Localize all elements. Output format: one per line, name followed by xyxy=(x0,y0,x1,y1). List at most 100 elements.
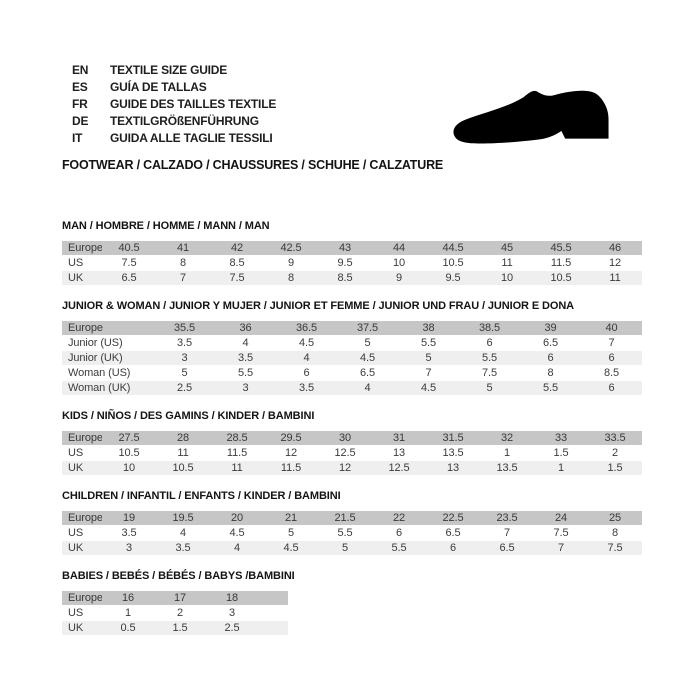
size-cell: 19 xyxy=(102,511,156,525)
size-cell: 11.5 xyxy=(264,461,318,475)
language-row-en: EN TEXTILE SIZE GUIDE xyxy=(72,61,276,78)
pad-cell xyxy=(258,591,288,605)
language-row-es: ES GUÍA DE TALLAS xyxy=(72,78,276,95)
size-cell: 1 xyxy=(534,461,588,475)
row-label: US xyxy=(62,446,102,460)
size-cell: 6.5 xyxy=(337,366,398,380)
size-cell: 22 xyxy=(372,511,426,525)
size-cell: 4.5 xyxy=(210,526,264,540)
size-header-row: Europe 35.5 36 36.5 37.5 38 38.5 39 40 xyxy=(62,321,642,335)
size-cell: 2.5 xyxy=(206,621,258,635)
shoe-icon xyxy=(453,90,609,144)
row-label: US xyxy=(62,256,102,270)
size-cell: 9 xyxy=(264,256,318,270)
size-cell: 31.5 xyxy=(426,431,480,445)
size-cell: 7 xyxy=(398,366,459,380)
size-cell: 8 xyxy=(264,271,318,285)
size-cell: 10 xyxy=(102,461,156,475)
size-cell: 4 xyxy=(337,381,398,395)
size-cell: 43 xyxy=(318,241,372,255)
size-cell: 5 xyxy=(459,381,520,395)
size-cell: 44.5 xyxy=(426,241,480,255)
language-label: GUIDA ALLE TAGLIE TESSILI xyxy=(110,130,273,145)
size-cell: 4.5 xyxy=(337,351,398,365)
size-cell: 19.5 xyxy=(156,511,210,525)
size-cell: 3 xyxy=(206,606,258,620)
pad-cell xyxy=(258,606,288,620)
size-header-row: Europe 16 17 18 xyxy=(62,591,288,605)
language-code: DE xyxy=(72,113,89,128)
size-cell: 8 xyxy=(520,366,581,380)
size-cell: 8.5 xyxy=(581,366,642,380)
size-table: Europe 19 19.5 20 21 21.5 22 22.5 23.5 24 25 US 3.5 4… xyxy=(62,510,642,556)
size-cell: 12.5 xyxy=(372,461,426,475)
size-cell: 13.5 xyxy=(426,446,480,460)
size-cell: 31 xyxy=(372,431,426,445)
size-cell: 5.5 xyxy=(398,336,459,350)
size-cell: 45 xyxy=(480,241,534,255)
size-table-section: JUNIOR & WOMAN / JUNIOR Y MUJER / JUNIOR… xyxy=(62,301,642,396)
size-cell: 8.5 xyxy=(318,271,372,285)
size-row: UK 3 3.5 4 4.5 5 5.5 6 6.5 7 7.5 xyxy=(62,541,642,555)
size-cell: 11 xyxy=(480,256,534,270)
size-cell: 13 xyxy=(372,446,426,460)
size-cell: 33.5 xyxy=(588,431,642,445)
language-code: IT xyxy=(72,130,83,145)
size-row: UK 6.5 7 7.5 8 8.5 9 9.5 10 10.5 11 xyxy=(62,271,642,285)
size-cell: 3.5 xyxy=(154,336,215,350)
size-table: Europe 27.5 28 28.5 29.5 30 31 31.5 32 33 33.5 US 10… xyxy=(62,430,642,476)
size-cell: 1 xyxy=(102,606,154,620)
size-cell: 42 xyxy=(210,241,264,255)
row-label: Junior (US) xyxy=(62,336,154,350)
size-cell: 3.5 xyxy=(276,381,337,395)
size-cell: 6 xyxy=(459,336,520,350)
row-label: Europe xyxy=(62,511,102,525)
size-cell: 42.5 xyxy=(264,241,318,255)
size-cell: 33 xyxy=(534,431,588,445)
size-row: Junior (US) 3.5 4 4.5 5 5.5 6 6.5 7 xyxy=(62,336,642,350)
size-cell: 24 xyxy=(534,511,588,525)
size-cell: 41 xyxy=(156,241,210,255)
row-label: UK xyxy=(62,621,102,635)
size-cell: 6 xyxy=(581,351,642,365)
size-cell: 5.5 xyxy=(215,366,276,380)
language-label: GUIDE DES TAILLES TEXTILE xyxy=(110,96,277,111)
size-cell: 4.5 xyxy=(398,381,459,395)
size-cell: 4 xyxy=(276,351,337,365)
row-label: Woman (US) xyxy=(62,366,154,380)
row-label: UK xyxy=(62,461,102,475)
row-label: UK xyxy=(62,271,102,285)
size-cell: 11.5 xyxy=(534,256,588,270)
size-cell: 38 xyxy=(398,321,459,335)
size-cell: 40.5 xyxy=(102,241,156,255)
category-heading: FOOTWEAR / CALZADO / CHAUSSURES / SCHUHE… xyxy=(62,158,444,172)
size-row: Woman (UK) 2.5 3 3.5 4 4.5 5 5.5 6 xyxy=(62,381,642,395)
size-cell: 36.5 xyxy=(276,321,337,335)
size-cell: 25 xyxy=(588,511,642,525)
size-table-section: BABIES / BEBÉS / BÉBÉS / BABYS /BAMBINI E… xyxy=(62,571,642,636)
size-cell: 7.5 xyxy=(210,271,264,285)
size-cell: 7 xyxy=(480,526,534,540)
size-cell: 10.5 xyxy=(156,461,210,475)
size-cell: 12.5 xyxy=(318,446,372,460)
size-row: UK 10 10.5 11 11.5 12 12.5 13 13.5 1 1.5 xyxy=(62,461,642,475)
size-table: Europe 35.5 36 36.5 37.5 38 38.5 39 40 Junior (US… xyxy=(62,320,642,396)
language-label: GUÍA DE TALLAS xyxy=(110,79,207,94)
size-cell: 0.5 xyxy=(102,621,154,635)
size-cell: 27.5 xyxy=(102,431,156,445)
size-cell: 13 xyxy=(426,461,480,475)
size-cell: 4.5 xyxy=(264,541,318,555)
size-cell: 3 xyxy=(154,351,215,365)
size-cell: 5.5 xyxy=(318,526,372,540)
size-table-title: CHILDREN / INFANTIL / ENFANTS / KINDER /… xyxy=(62,490,341,502)
size-table: Europe 16 17 18 US 1 2 3 UK 0.5 1.5 2.5 xyxy=(62,590,288,636)
size-cell: 5.5 xyxy=(520,381,581,395)
size-tables: MAN / HOMBRE / HOMME / MANN / MAN Europe 4… xyxy=(62,221,642,651)
size-cell: 17 xyxy=(154,591,206,605)
size-cell: 45.5 xyxy=(534,241,588,255)
size-cell: 39 xyxy=(520,321,581,335)
size-cell: 6 xyxy=(426,541,480,555)
language-code: EN xyxy=(72,62,89,77)
language-list: EN TEXTILE SIZE GUIDE ES GUÍA DE TALLAS … xyxy=(72,61,276,146)
size-cell: 12 xyxy=(318,461,372,475)
